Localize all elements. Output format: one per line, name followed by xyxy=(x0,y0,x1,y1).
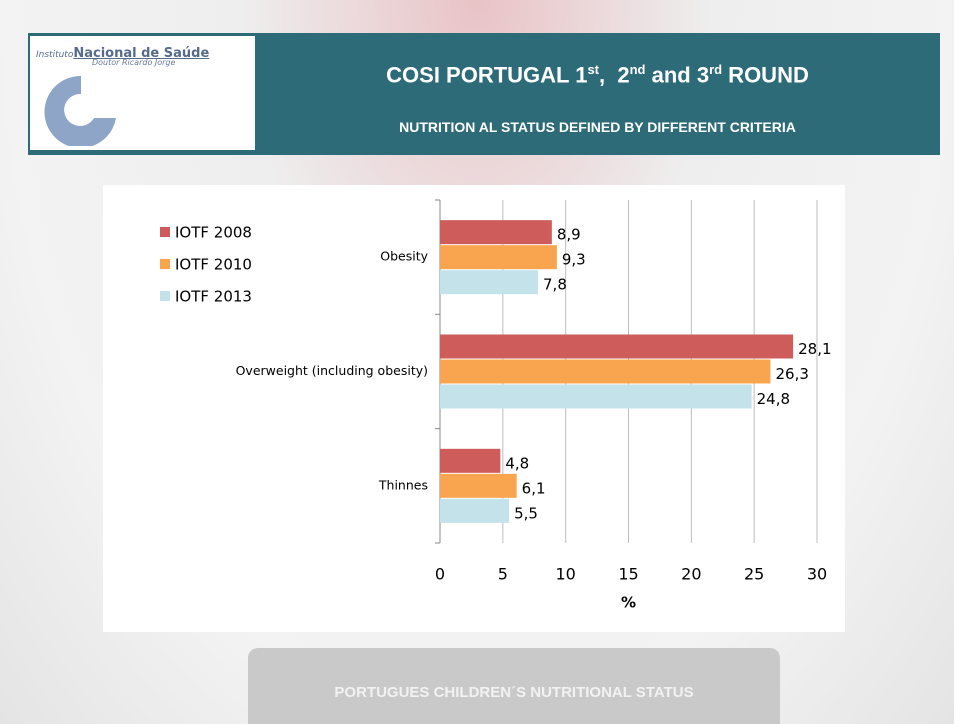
title-part: COSI PORTUGAL 1 xyxy=(386,62,588,88)
value-label: 24,8 xyxy=(757,390,790,408)
title: COSI PORTUGAL 1st, 2nd and 3rd ROUND xyxy=(255,62,940,88)
legend-label: IOTF 2010 xyxy=(175,256,252,274)
logo-sub: Doutor Ricardo Jorge xyxy=(92,58,176,67)
y-tick-label: Obesity xyxy=(380,249,428,264)
value-label: 9,3 xyxy=(562,251,586,269)
logo-prefix: Instituto xyxy=(36,50,74,60)
value-label: 4,8 xyxy=(505,454,529,472)
value-label: 8,9 xyxy=(557,226,581,244)
logo: InstitutoNacional de Saúde Doutor Ricard… xyxy=(30,36,255,150)
bar xyxy=(440,384,752,409)
bar xyxy=(440,473,517,498)
logo-name: Nacional de Saúde xyxy=(73,46,210,61)
legend-label: IOTF 2008 xyxy=(175,224,252,242)
x-tick-label: 0 xyxy=(435,565,445,584)
bar xyxy=(440,448,501,473)
title-sup: nd xyxy=(629,62,646,77)
logo-icon xyxy=(44,75,116,146)
x-tick-label: 10 xyxy=(555,565,575,584)
legend-swatch xyxy=(160,259,170,269)
title-sup: st xyxy=(587,62,600,77)
bar xyxy=(440,498,510,523)
y-tick-label: Overweight (including obesity) xyxy=(236,363,428,378)
legend-swatch xyxy=(160,291,170,301)
footer-text: PORTUGUES CHILDREN´S NUTRITIONAL STATUS xyxy=(334,684,694,701)
x-tick-label: 30 xyxy=(807,565,827,584)
bar xyxy=(440,220,552,245)
value-label: 7,8 xyxy=(543,276,567,294)
value-label: 28,1 xyxy=(798,340,831,358)
x-tick-label: 20 xyxy=(681,565,701,584)
value-label: 26,3 xyxy=(776,365,809,383)
bar xyxy=(440,334,794,359)
value-label: 6,1 xyxy=(522,479,546,497)
x-axis-label: % xyxy=(621,594,636,612)
value-label: 5,5 xyxy=(514,504,538,522)
bar xyxy=(440,359,771,384)
bar xyxy=(440,270,539,295)
x-tick-label: 5 xyxy=(498,565,508,584)
legend-label: IOTF 2013 xyxy=(175,288,252,306)
bar xyxy=(440,245,557,270)
footer-box xyxy=(248,648,780,724)
legend-swatch xyxy=(160,227,170,237)
title-part: ROUND xyxy=(722,62,809,88)
subtitle: NUTRITION AL STATUS DEFINED BY DIFFERENT… xyxy=(399,119,796,135)
y-tick-label: Thinnes xyxy=(378,477,428,492)
logo-text: InstitutoNacional de Saúde xyxy=(36,42,209,61)
title-sup: rd xyxy=(709,62,723,77)
x-tick-label: 25 xyxy=(744,565,764,584)
title-part: , 2 xyxy=(599,62,630,88)
x-tick-label: 15 xyxy=(618,565,638,584)
title-part: and 3 xyxy=(645,62,710,88)
logo-shape xyxy=(44,75,116,146)
